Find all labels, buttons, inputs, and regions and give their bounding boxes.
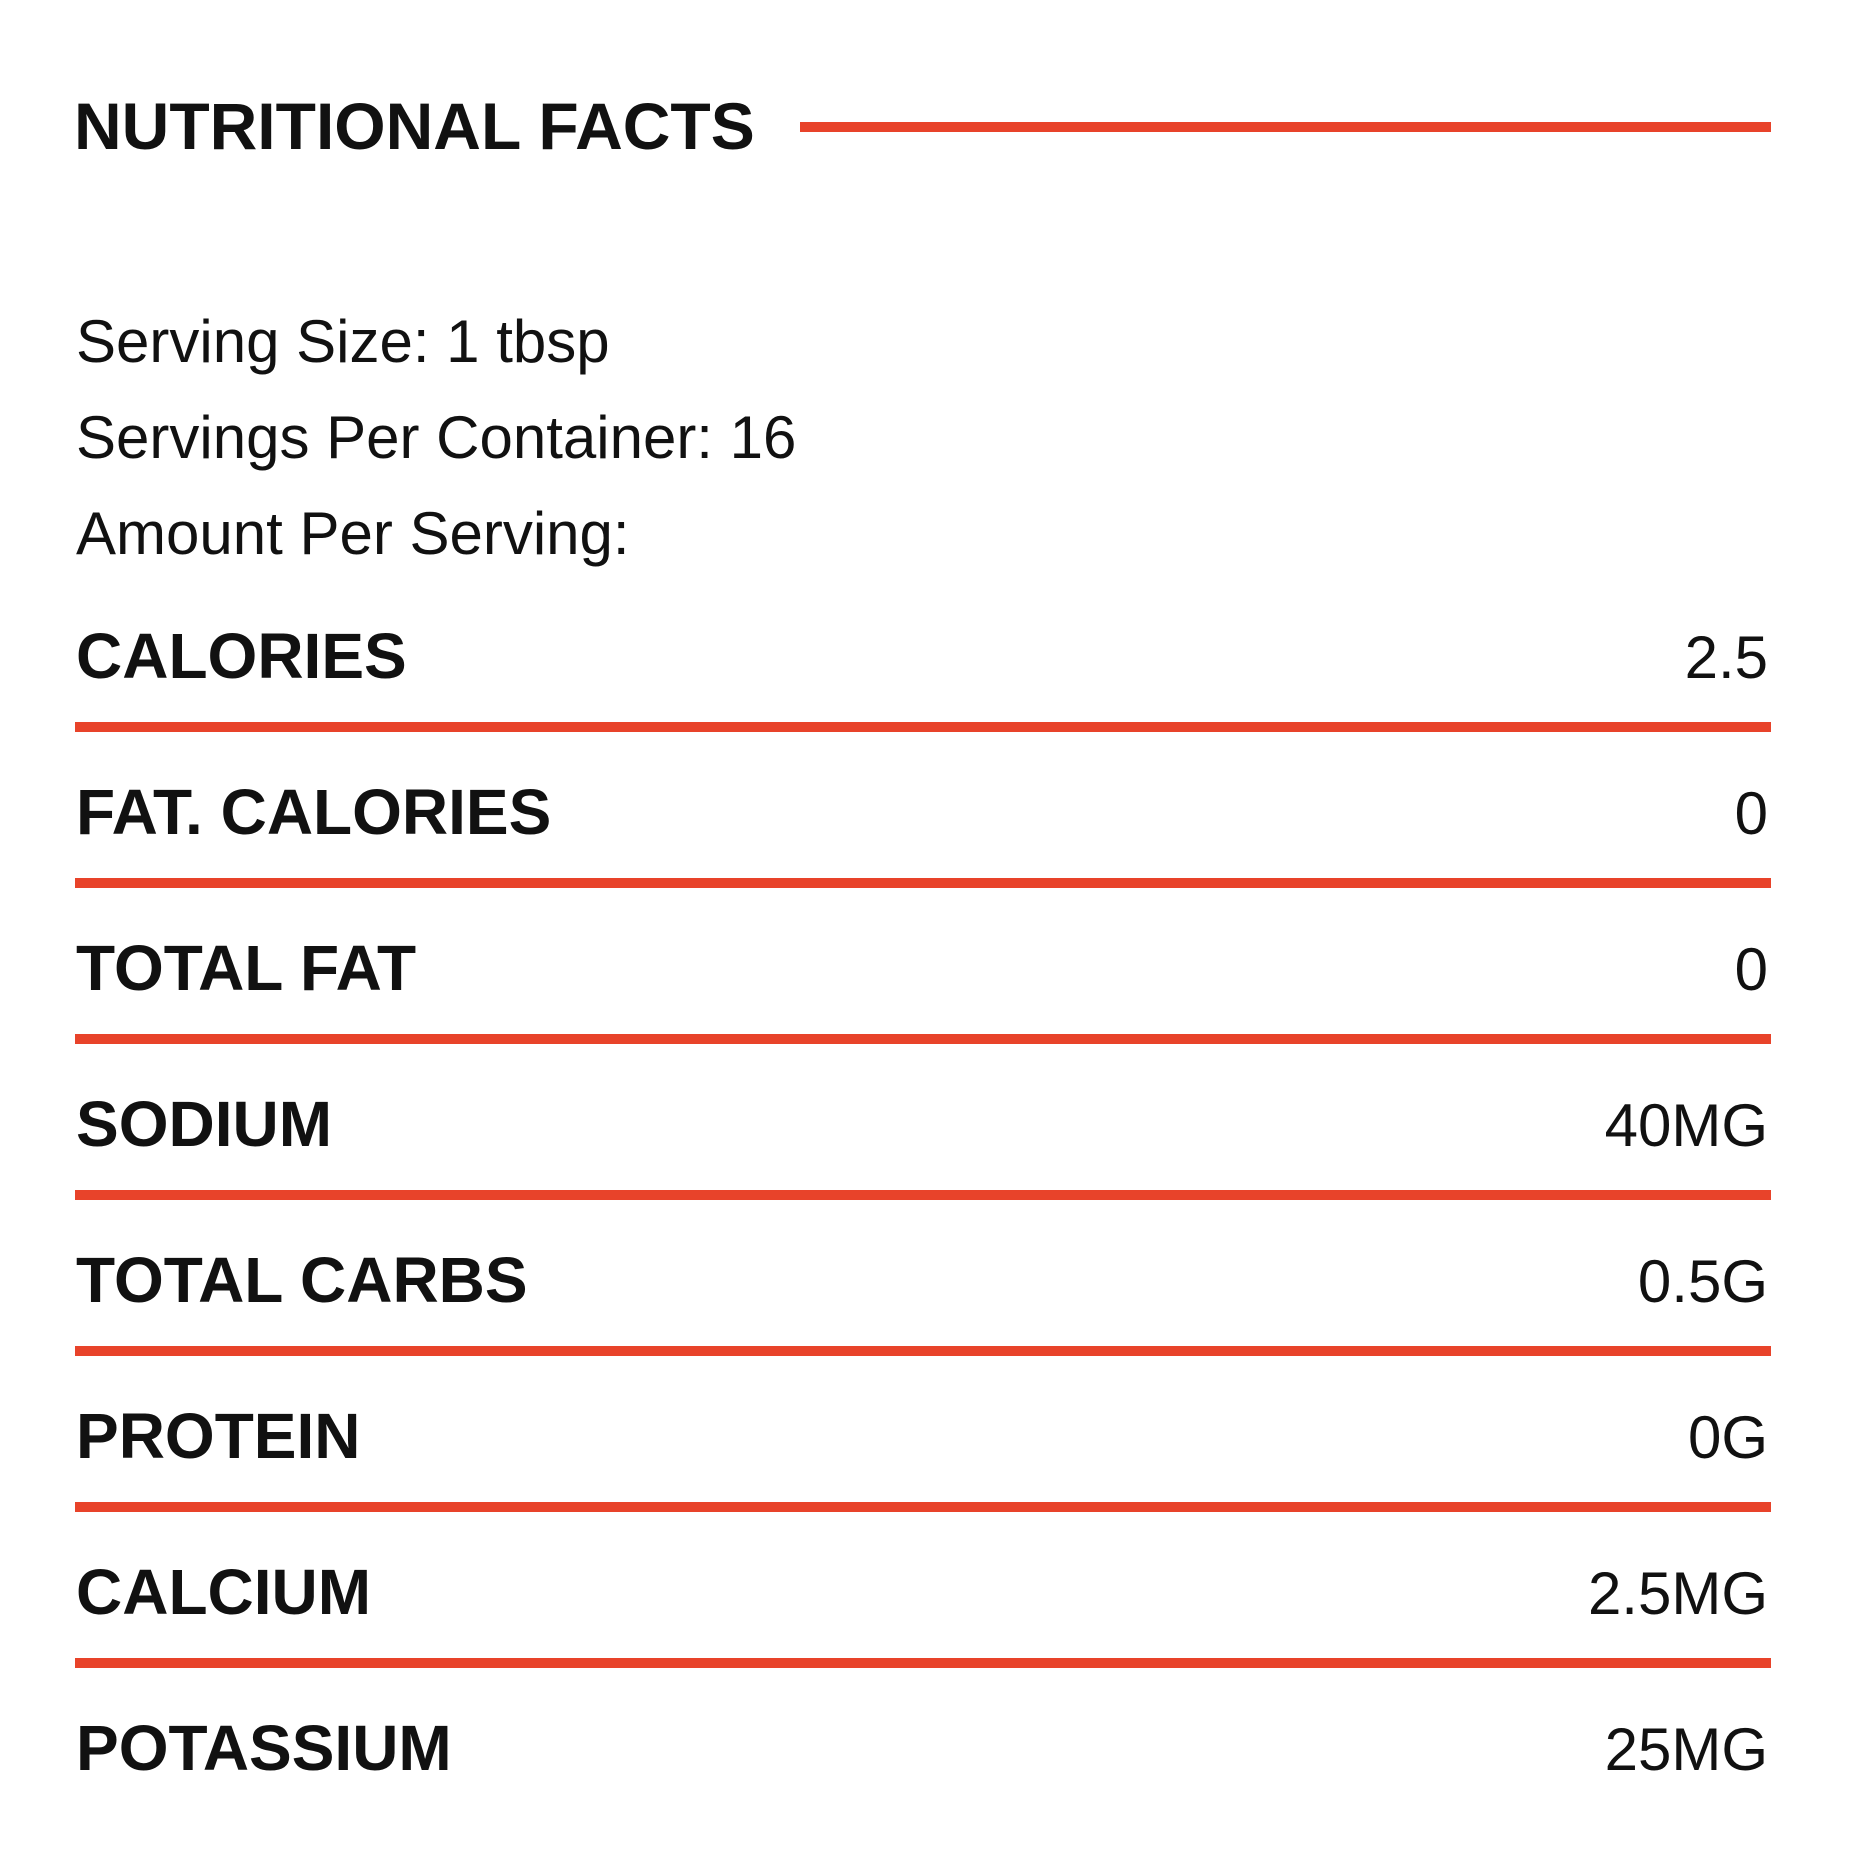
nutrient-label: PROTEIN: [76, 1400, 360, 1472]
nutrient-value: 40MG: [1605, 1092, 1768, 1159]
nutrient-value: 0: [1735, 936, 1768, 1003]
row-divider: [75, 1346, 1771, 1356]
panel-title: NUTRITIONAL FACTS: [74, 89, 755, 163]
nutrient-value: 0G: [1688, 1404, 1768, 1471]
nutrient-label: POTASSIUM: [76, 1712, 452, 1784]
nutrient-label: TOTAL FAT: [76, 932, 416, 1004]
title-rule: [800, 122, 1771, 132]
nutrient-value: 0.5G: [1638, 1248, 1768, 1315]
nutrient-value: 2.5: [1685, 624, 1768, 691]
nutrient-value: 0: [1735, 780, 1768, 847]
nutrient-value: 2.5MG: [1588, 1560, 1768, 1627]
serving-info: Amount Per Serving:: [76, 500, 630, 567]
nutrient-label: TOTAL CARBS: [76, 1244, 528, 1316]
serving-info: Servings Per Container: 16: [76, 404, 796, 471]
row-divider: [75, 1658, 1771, 1668]
row-divider: [75, 1034, 1771, 1044]
row-divider: [75, 722, 1771, 732]
nutrient-label: SODIUM: [76, 1088, 332, 1160]
nutrient-label: FAT. CALORIES: [76, 776, 551, 848]
nutrient-label: CALCIUM: [76, 1556, 371, 1628]
row-divider: [75, 878, 1771, 888]
row-divider: [75, 1502, 1771, 1512]
row-divider: [75, 1190, 1771, 1200]
serving-info: Serving Size: 1 tbsp: [76, 308, 610, 375]
nutrient-value: 25MG: [1605, 1716, 1768, 1783]
nutrient-label: CALORIES: [76, 620, 407, 692]
